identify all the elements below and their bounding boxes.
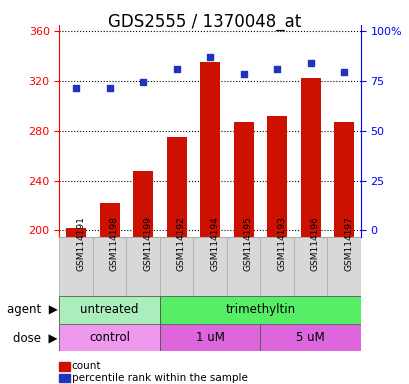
Bar (59, 324, 160, 351)
Text: GSM114191: GSM114191 (76, 216, 85, 271)
Text: trimethyltin: trimethyltin (225, 303, 295, 316)
Text: count: count (72, 361, 101, 371)
Text: GSM114199: GSM114199 (143, 216, 152, 271)
Bar (326, 237, 360, 296)
Bar (293, 237, 326, 296)
Point (340, 68, 346, 74)
Bar (266, 116, 286, 384)
Point (73, 85, 79, 91)
Bar (126, 237, 160, 296)
Text: untreated: untreated (80, 303, 139, 316)
Bar (200, 62, 220, 384)
Point (273, 66, 280, 73)
Text: GSM114197: GSM114197 (343, 216, 352, 271)
Bar (226, 237, 260, 296)
Bar (160, 237, 193, 296)
Point (139, 79, 146, 85)
Bar (160, 324, 260, 351)
Point (207, 54, 213, 60)
Text: GSM114196: GSM114196 (310, 216, 319, 271)
Text: GSM114194: GSM114194 (209, 216, 218, 271)
Text: control: control (89, 331, 130, 344)
Bar (66, 228, 86, 384)
Point (173, 66, 180, 73)
Text: dose  ▶: dose ▶ (13, 331, 57, 344)
Bar (193, 237, 226, 296)
Point (307, 60, 313, 66)
Point (106, 85, 113, 91)
Text: GSM114193: GSM114193 (276, 216, 285, 271)
Bar (160, 296, 360, 324)
Point (240, 71, 246, 77)
Text: 5 uM: 5 uM (295, 331, 324, 344)
Text: 1 uM: 1 uM (195, 331, 224, 344)
Bar (133, 170, 153, 384)
Bar (59, 237, 93, 296)
Bar (99, 203, 119, 384)
Bar (166, 137, 186, 384)
Bar (260, 237, 293, 296)
Text: GSM114198: GSM114198 (110, 216, 118, 271)
Bar (333, 122, 353, 384)
Bar (300, 78, 320, 384)
Bar (233, 122, 253, 384)
Text: GSM114195: GSM114195 (243, 216, 252, 271)
Text: agent  ▶: agent ▶ (7, 303, 57, 316)
Text: GDS2555 / 1370048_at: GDS2555 / 1370048_at (108, 13, 301, 31)
Text: percentile rank within the sample: percentile rank within the sample (72, 373, 247, 383)
Text: GSM114192: GSM114192 (176, 216, 185, 271)
Bar (59, 296, 160, 324)
Bar (260, 324, 360, 351)
Bar (93, 237, 126, 296)
